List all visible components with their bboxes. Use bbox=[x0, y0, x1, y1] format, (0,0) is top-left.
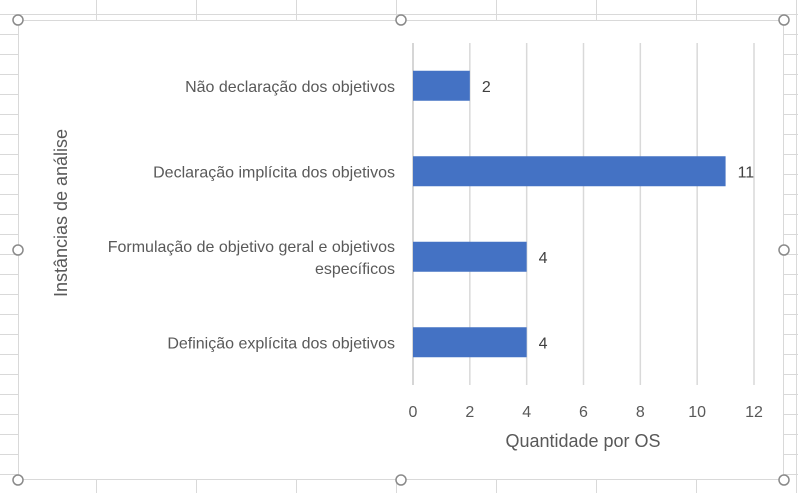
x-tick-label: 12 bbox=[745, 404, 763, 421]
resize-handle[interactable] bbox=[12, 474, 24, 486]
bar[interactable] bbox=[413, 156, 726, 187]
resize-handle[interactable] bbox=[12, 244, 24, 256]
data-labels: 2 11 4 4 bbox=[482, 79, 754, 353]
resize-handle[interactable] bbox=[395, 14, 407, 26]
x-tick-label: 2 bbox=[465, 404, 474, 421]
category-label: Formulação de objetivo geral e objetivos bbox=[108, 239, 395, 256]
data-label: 2 bbox=[482, 79, 491, 96]
category-label: específicos bbox=[315, 261, 395, 278]
x-tick-labels: 0 2 4 6 8 10 12 bbox=[409, 404, 763, 421]
resize-handle[interactable] bbox=[778, 244, 790, 256]
data-label: 11 bbox=[738, 164, 755, 181]
category-label: Definição explícita dos objetivos bbox=[167, 335, 395, 352]
x-tick-label: 0 bbox=[409, 404, 418, 421]
data-label: 4 bbox=[539, 335, 548, 352]
x-axis-title: Quantidade por OS bbox=[505, 431, 660, 451]
resize-handle[interactable] bbox=[395, 474, 407, 486]
selection-handles bbox=[12, 14, 790, 486]
bar[interactable] bbox=[413, 241, 527, 272]
category-label: Não declaração dos objetivos bbox=[185, 79, 395, 96]
bar[interactable] bbox=[413, 327, 527, 358]
resize-handle[interactable] bbox=[12, 14, 24, 26]
resize-handle[interactable] bbox=[778, 474, 790, 486]
category-label: Declaração implícita dos objetivos bbox=[153, 164, 395, 181]
data-label: 4 bbox=[539, 250, 548, 267]
x-tick-label: 4 bbox=[522, 404, 531, 421]
bar[interactable] bbox=[413, 70, 470, 101]
x-tick-label: 8 bbox=[636, 404, 645, 421]
chart-area[interactable] bbox=[18, 20, 784, 480]
y-axis-title: Instâncias de análise bbox=[51, 129, 71, 297]
x-tick-label: 6 bbox=[579, 404, 588, 421]
category-labels: Não declaração dos objetivos Declaração i… bbox=[108, 79, 395, 353]
bars bbox=[413, 70, 726, 358]
resize-handle[interactable] bbox=[778, 14, 790, 26]
x-tick-label: 10 bbox=[688, 404, 706, 421]
